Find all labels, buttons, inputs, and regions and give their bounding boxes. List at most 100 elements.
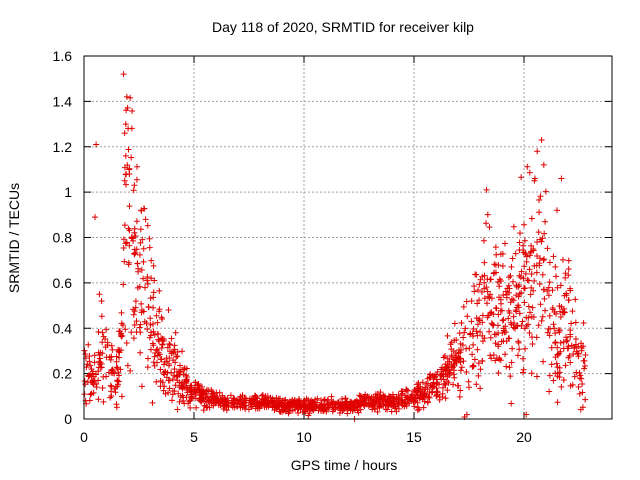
data-point [546, 279, 553, 286]
data-point [568, 320, 575, 327]
data-point [546, 332, 553, 339]
data-point [414, 385, 421, 392]
data-point [516, 239, 523, 246]
data-point [528, 370, 535, 377]
data-point [479, 332, 486, 339]
data-point [321, 401, 328, 408]
data-point [510, 223, 517, 230]
data-point [133, 246, 140, 253]
data-point [242, 395, 249, 402]
data-point [508, 359, 515, 366]
data-point [108, 383, 115, 390]
data-point [177, 368, 184, 375]
data-point [137, 226, 144, 233]
data-point [133, 176, 140, 183]
data-point [136, 324, 143, 331]
data-point [121, 222, 128, 229]
data-point [457, 387, 464, 394]
data-point [148, 329, 155, 336]
data-point [520, 369, 527, 376]
data-point [502, 329, 509, 336]
data-point [137, 321, 144, 328]
data-point [558, 383, 565, 390]
data-point [486, 328, 493, 335]
data-point [398, 398, 405, 405]
data-point [581, 365, 588, 372]
data-point [537, 193, 544, 200]
data-point [554, 370, 561, 377]
data-point [481, 259, 488, 266]
data-point [481, 279, 488, 286]
data-point [159, 315, 166, 322]
data-point [526, 169, 533, 176]
data-point [500, 292, 507, 299]
data-point [390, 394, 397, 401]
data-point [426, 388, 433, 395]
data-point [436, 381, 443, 388]
data-point [502, 351, 509, 358]
data-point [443, 363, 450, 370]
data-point [122, 240, 129, 247]
data-point [520, 249, 527, 256]
data-point [534, 253, 541, 260]
data-point [469, 351, 476, 358]
data-point [507, 373, 514, 380]
data-point [524, 163, 531, 170]
data-point [528, 215, 535, 222]
data-point [95, 368, 102, 375]
data-point [569, 308, 576, 315]
data-point [418, 393, 425, 400]
data-point [557, 313, 564, 320]
data-point [146, 244, 153, 251]
data-point [368, 404, 375, 411]
data-point [166, 340, 173, 347]
data-point [459, 342, 466, 349]
data-point [139, 236, 146, 243]
data-point [140, 275, 147, 282]
data-point [168, 335, 175, 342]
data-point [147, 346, 154, 353]
data-point [130, 311, 137, 318]
data-point [565, 272, 572, 279]
data-point [354, 403, 361, 410]
data-point [109, 366, 116, 373]
data-point [548, 361, 555, 368]
data-point [95, 377, 102, 384]
data-point [351, 399, 358, 406]
data-point [424, 399, 431, 406]
data-point [512, 325, 519, 332]
data-point [582, 396, 589, 403]
data-point [168, 350, 175, 357]
data-point [174, 348, 181, 355]
data-point [579, 380, 586, 387]
data-point [217, 400, 224, 407]
data-point [476, 281, 483, 288]
data-point [138, 300, 145, 307]
data-point [249, 398, 256, 405]
data-point [439, 370, 446, 377]
data-point [497, 357, 504, 364]
data-point [178, 384, 185, 391]
data-point [525, 303, 532, 310]
data-point [280, 407, 287, 414]
data-point [115, 372, 122, 379]
data-point [518, 174, 525, 181]
data-point [156, 287, 163, 294]
data-point [319, 405, 326, 412]
data-point [119, 322, 126, 329]
data-point [539, 235, 546, 242]
data-point [373, 393, 380, 400]
data-point [510, 322, 517, 329]
data-point [539, 313, 546, 320]
data-point [533, 334, 540, 341]
data-point [499, 317, 506, 324]
data-point [382, 406, 389, 413]
data-point [484, 211, 491, 218]
data-point [140, 245, 147, 252]
data-point [231, 404, 238, 411]
data-point [113, 404, 120, 411]
data-point [102, 335, 109, 342]
data-point [142, 284, 149, 291]
data-point [493, 251, 500, 258]
data-point [491, 261, 498, 268]
